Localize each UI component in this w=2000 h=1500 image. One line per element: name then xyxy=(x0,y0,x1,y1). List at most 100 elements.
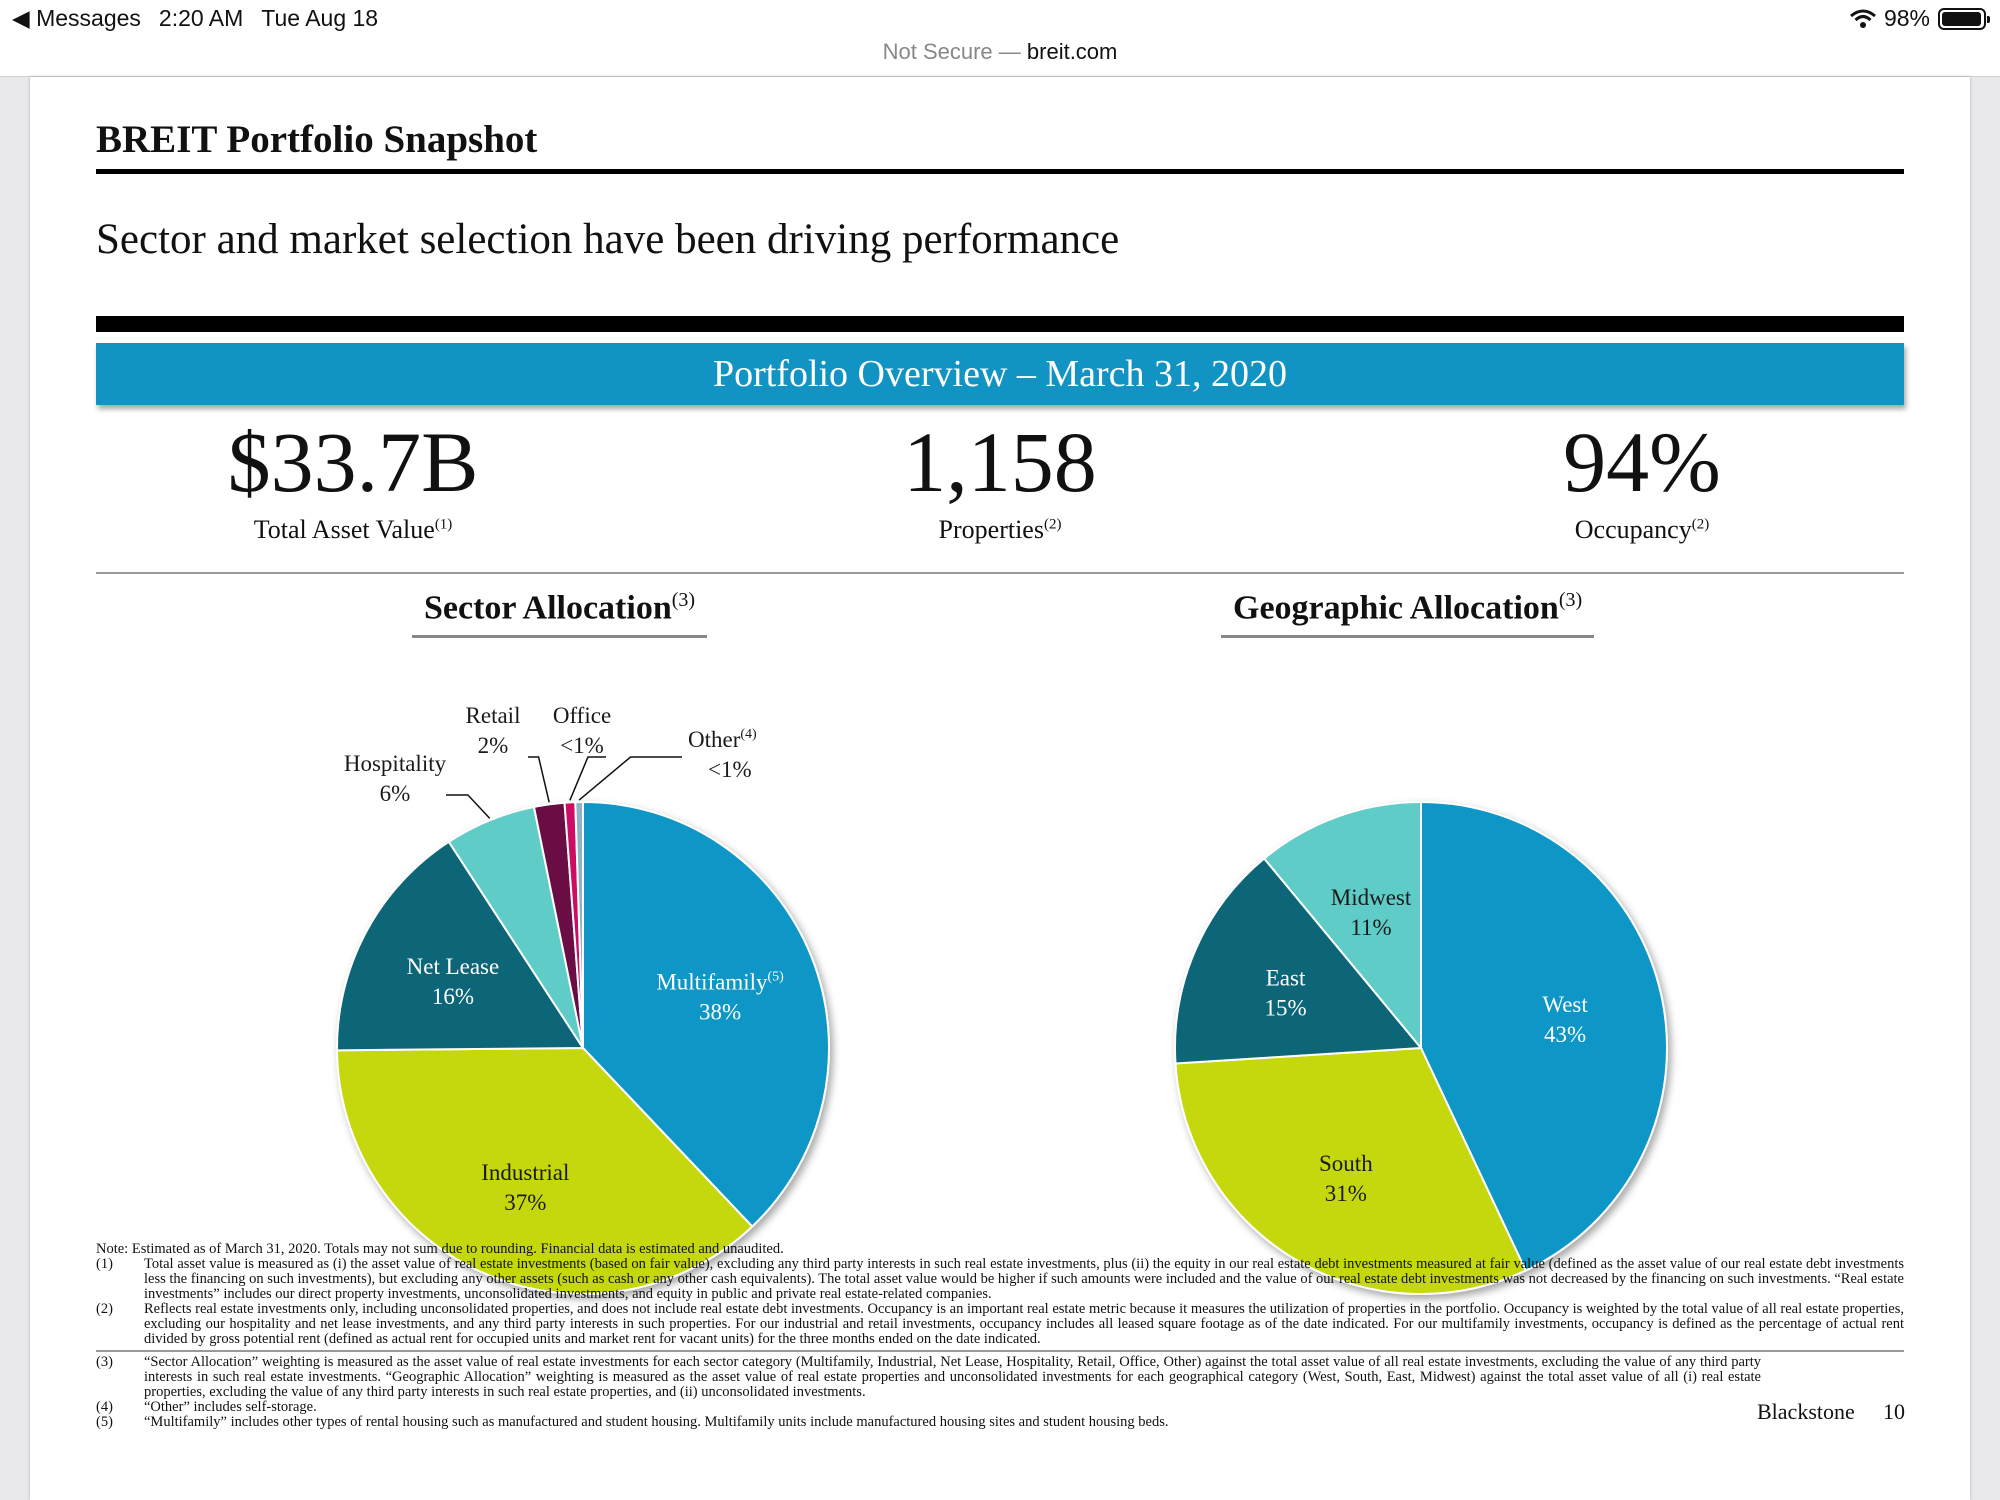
footnotes: Note: Estimated as of March 31, 2020. To… xyxy=(96,1242,1904,1430)
chart-title-footnote: (3) xyxy=(671,589,696,611)
stat-footnote: (2) xyxy=(1691,516,1710,533)
slice-label-multifamily: Multifamily(5) xyxy=(656,969,784,994)
charts-svg: Multifamily(5) 38% Industrial 37% Net Lease 1… xyxy=(336,703,1668,1295)
stat-properties: 1,158 Properties(2) xyxy=(800,413,1200,545)
status-time: 2:20 AM xyxy=(158,5,244,31)
page-number: 10 xyxy=(1883,1399,1905,1424)
slice-label-west: West xyxy=(1542,992,1588,1017)
pie-slice-midwest xyxy=(1262,800,1422,1051)
stat-value: $33.7B xyxy=(227,414,479,510)
sector-allocation-title: Sector Allocation(3) xyxy=(412,589,708,639)
footer-brand: Blackstone xyxy=(1757,1399,1855,1424)
leader-line-other xyxy=(578,756,682,801)
slice-value-west: 43% xyxy=(1544,1022,1586,1047)
footnote-number: (3) xyxy=(96,1354,113,1370)
footnote-intro: Note: Estimated as of March 31, 2020. To… xyxy=(96,1241,784,1257)
footnote: (4) “Other” includes self-storage. xyxy=(96,1400,1904,1415)
stat-label-text: Properties xyxy=(938,515,1044,544)
status-date: Tue Aug 18 xyxy=(261,5,379,31)
battery-icon xyxy=(1938,7,1990,30)
stat-total-asset-value: $33.7B Total Asset Value(1) xyxy=(153,413,553,545)
geographic-allocation-title: Geographic Allocation(3) xyxy=(1221,589,1595,639)
slice-value-retail: 2% xyxy=(478,733,509,758)
leader-line-office xyxy=(569,756,606,801)
slice-value-hospitality: 6% xyxy=(380,781,411,806)
footnote-number: (1) xyxy=(96,1256,113,1272)
title-divider xyxy=(96,169,1904,174)
footnote: (5) “Multifamily” includes other types of… xyxy=(96,1415,1904,1430)
footnote: (3) “Sector Allocation” weighting is meas… xyxy=(96,1355,1761,1400)
slice-label-office: Office xyxy=(553,703,611,728)
slice-label-net-lease: Net Lease xyxy=(407,954,500,979)
status-bar: ◀ Messages 2:20 AM Tue Aug 18 98% xyxy=(0,0,2000,38)
slice-label-footnote: (5) xyxy=(768,969,785,984)
slice-label-midwest: Midwest xyxy=(1331,885,1412,910)
slice-value-other: <1% xyxy=(708,757,752,782)
stat-label: Occupancy(2) xyxy=(1442,515,1842,545)
slice-value-office: <1% xyxy=(560,733,604,758)
stat-label-text: Total Asset Value xyxy=(253,515,435,544)
overview-divider xyxy=(96,572,1904,574)
chart-title-footnote: (3) xyxy=(1558,589,1583,611)
pie-slice-multifamily xyxy=(582,800,830,1228)
url-bar[interactable]: Not Secure — breit.com xyxy=(0,38,2000,77)
stat-label-text: Occupancy xyxy=(1574,515,1692,544)
battery-fill xyxy=(1942,11,1982,26)
stat-label: Properties(2) xyxy=(800,515,1200,545)
back-to-messages-link[interactable]: ◀ Messages xyxy=(12,5,141,31)
stat-label: Total Asset Value(1) xyxy=(153,515,553,545)
footnote-divider xyxy=(96,1350,1904,1352)
leader-line-hospitality xyxy=(446,794,491,819)
security-label: Not Secure — xyxy=(882,39,1027,64)
footnote: (2) Reflects real estate investments only… xyxy=(96,1302,1904,1347)
stat-footnote: (2) xyxy=(1043,516,1062,533)
slice-label-other: Other(4) xyxy=(688,727,757,752)
footnote-text: “Sector Allocation” weighting is measure… xyxy=(144,1354,1761,1400)
footnote-text: Total asset value is measured as (i) the… xyxy=(144,1256,1904,1302)
sector-allocation-pie xyxy=(336,800,830,1295)
slice-value-net-lease: 16% xyxy=(432,984,474,1009)
chart-title-text: Geographic Allocation xyxy=(1233,589,1559,627)
slice-value-east: 15% xyxy=(1264,995,1306,1020)
footnote-text: “Other” includes self-storage. xyxy=(144,1399,317,1415)
section-divider xyxy=(96,316,1904,332)
slice-value-industrial: 37% xyxy=(504,1190,546,1215)
battery-percent: 98% xyxy=(1883,5,1930,31)
slice-value-multifamily: 38% xyxy=(699,999,741,1024)
slice-label-south: South xyxy=(1319,1151,1373,1176)
back-label[interactable]: Messages xyxy=(36,5,141,31)
footnote-number: (5) xyxy=(96,1414,113,1430)
chart-title-text: Sector Allocation xyxy=(424,589,672,627)
slice-value-midwest: 11% xyxy=(1350,915,1391,940)
wifi-icon xyxy=(1849,9,1876,28)
pie-slice-other xyxy=(574,800,584,1049)
slice-label-retail: Retail xyxy=(466,703,521,728)
slice-value-south: 31% xyxy=(1325,1181,1367,1206)
page-subtitle: Sector and market selection have been dr… xyxy=(96,216,1120,263)
footnote-number: (2) xyxy=(96,1301,113,1317)
slice-label-industrial: Industrial xyxy=(481,1160,569,1185)
slice-label-footnote: (4) xyxy=(740,727,757,742)
slice-label-hospitality: Hospitality xyxy=(344,751,447,776)
slice-label-east: East xyxy=(1266,965,1306,990)
url-domain[interactable]: breit.com xyxy=(1026,39,1118,64)
pie-labels: Multifamily(5) 38% Industrial 37% Net Lease 1… xyxy=(344,703,1588,1215)
footnote-text: Reflects real estate investments only, i… xyxy=(144,1301,1904,1347)
pie-slice-east xyxy=(1174,857,1424,1065)
stat-occupancy: 94% Occupancy(2) xyxy=(1442,413,1842,545)
overview-banner: Portfolio Overview – March 31, 2020 xyxy=(96,343,1904,405)
leader-line-retail xyxy=(528,756,550,803)
footnote: (1) Total asset value is measured as (i) … xyxy=(96,1257,1904,1302)
stat-footnote: (1) xyxy=(434,516,453,533)
page-title: BREIT Portfolio Snapshot xyxy=(96,118,538,161)
pie-slice-west xyxy=(1420,800,1668,1272)
stat-value: 1,158 xyxy=(903,414,1097,510)
pie-slice-industrial xyxy=(336,1046,754,1295)
stat-value: 94% xyxy=(1563,414,1721,510)
pie-slice-south xyxy=(1174,1046,1528,1295)
pie-slice-net-lease xyxy=(336,840,585,1052)
footnote-text: “Multifamily” includes other types of re… xyxy=(144,1414,1169,1430)
geographic-allocation-pie xyxy=(1174,800,1668,1295)
footnote-number: (4) xyxy=(96,1399,113,1415)
document-page: BREIT Portfolio Snapshot Sector and mark… xyxy=(30,77,1970,1500)
